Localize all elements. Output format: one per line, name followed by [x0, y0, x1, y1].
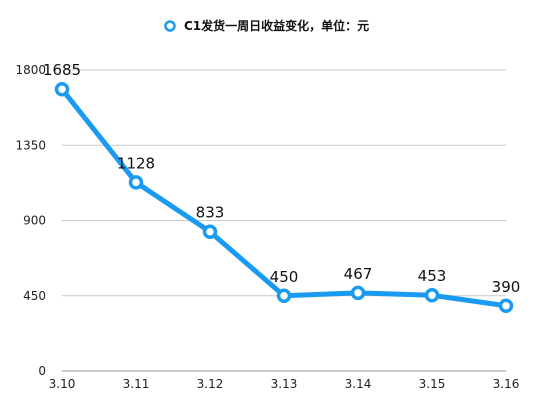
data-point: [276, 288, 292, 303]
y-tick-label: 450: [23, 289, 46, 303]
data-label: 467: [344, 265, 373, 283]
x-tick-label: 3.15: [419, 377, 446, 391]
data-label: 833: [196, 204, 225, 222]
data-label: 1685: [43, 61, 81, 79]
legend-label: C1发货一周日收益变化，单位：元: [184, 18, 369, 33]
legend-marker-icon: [164, 20, 176, 32]
data-point: [424, 287, 440, 303]
x-tick-label: 3.12: [197, 377, 224, 391]
data-point: [350, 285, 366, 301]
x-tick-label: 3.16: [493, 377, 520, 391]
y-tick-label: 0: [38, 364, 46, 378]
legend: C1发货一周日收益变化，单位：元: [164, 18, 369, 33]
data-label: 1128: [117, 154, 155, 172]
data-point: [128, 175, 144, 190]
data-point: [498, 298, 514, 314]
data-label: 453: [418, 267, 447, 285]
data-label: 450: [270, 268, 299, 286]
y-tick-label: 900: [23, 214, 46, 228]
x-tick-label: 3.14: [345, 377, 372, 391]
x-tick-label: 3.11: [123, 377, 150, 391]
data-label: 390: [492, 278, 521, 296]
data-point: [54, 81, 70, 97]
x-tick-label: 3.10: [49, 377, 76, 391]
y-tick-label: 1800: [15, 63, 46, 77]
x-tick-label: 3.13: [271, 377, 298, 391]
data-point: [202, 224, 218, 239]
y-tick-label: 1350: [15, 138, 46, 152]
